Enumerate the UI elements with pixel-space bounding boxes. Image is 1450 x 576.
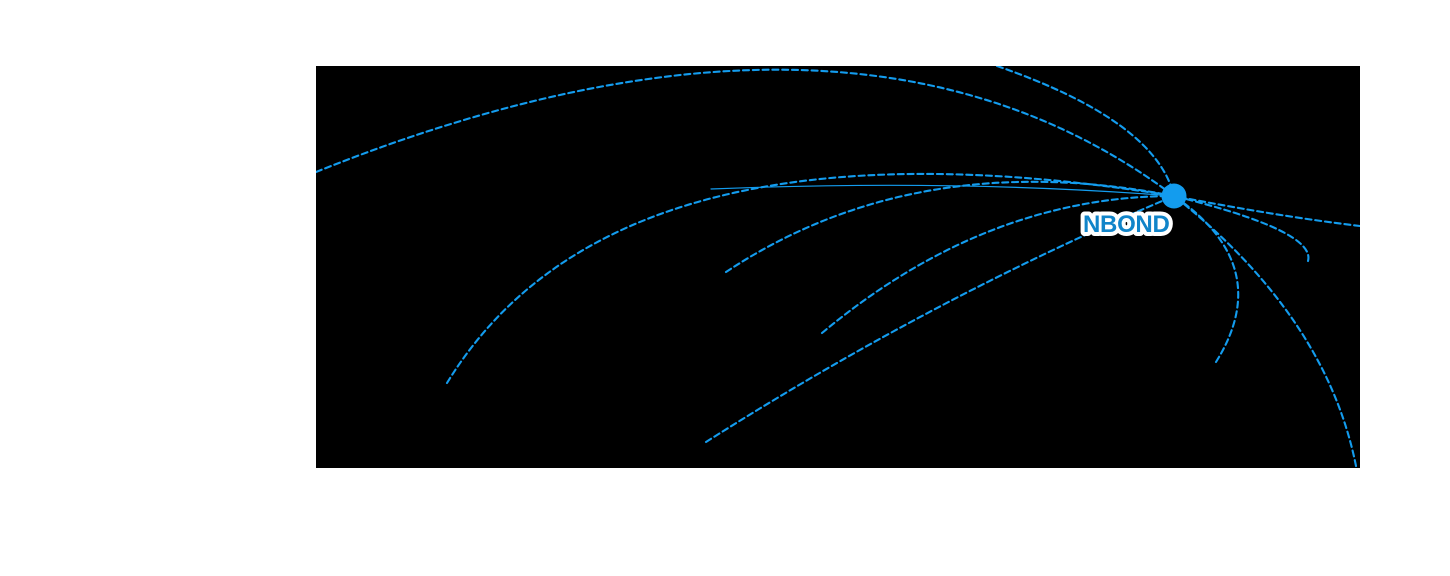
- svg-text:NBOND: NBOND: [1083, 211, 1170, 238]
